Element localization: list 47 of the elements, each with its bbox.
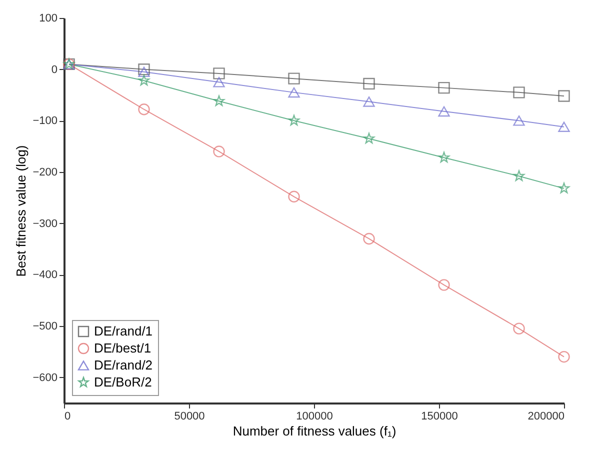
point xyxy=(138,63,150,76)
point xyxy=(213,77,225,88)
point xyxy=(513,86,525,98)
y-tick-label: −100 xyxy=(32,115,58,128)
legend-label: DE/best/1 xyxy=(94,340,152,356)
point xyxy=(213,68,225,80)
x-tick-label: 50000 xyxy=(174,410,205,422)
point xyxy=(513,170,525,181)
point xyxy=(138,104,150,116)
point xyxy=(558,350,570,363)
point xyxy=(558,122,570,132)
legend-label: DE/rand/1 xyxy=(94,324,153,338)
y-axis-title: Best fitness value (log) xyxy=(14,145,29,277)
legend-label: DE/BoR/2 xyxy=(94,374,152,390)
x-tick-label: 0 xyxy=(64,410,71,422)
legend-label: DE/rand/2 xyxy=(94,358,153,372)
point xyxy=(213,95,225,106)
point xyxy=(438,152,450,162)
y-tick-label: −500 xyxy=(32,320,58,332)
point xyxy=(138,66,150,78)
point xyxy=(438,82,450,94)
point xyxy=(363,232,375,245)
point xyxy=(513,322,525,334)
point xyxy=(288,114,300,126)
point xyxy=(288,190,300,202)
point xyxy=(213,146,225,158)
x-axis-title: Number of fitness values (f₁) xyxy=(232,424,396,438)
point xyxy=(438,106,450,117)
point xyxy=(288,87,300,98)
point xyxy=(558,90,570,102)
point xyxy=(363,132,375,144)
y-tick-label: −300 xyxy=(32,218,58,230)
point xyxy=(363,78,375,90)
point xyxy=(558,182,570,194)
x-tick-label: 200000 xyxy=(528,410,564,422)
point xyxy=(363,96,375,107)
x-tick-label: 150000 xyxy=(421,410,458,422)
y-tick-label: −200 xyxy=(32,166,58,178)
point xyxy=(438,279,450,291)
y-tick-label: 0 xyxy=(51,64,58,76)
point xyxy=(513,116,525,126)
x-tick-label: 100000 xyxy=(296,410,333,422)
y-tick-label: −400 xyxy=(32,269,58,282)
point xyxy=(288,72,300,84)
y-tick-label: 100 xyxy=(39,12,58,24)
point xyxy=(138,74,150,86)
y-tick-label: −600 xyxy=(32,372,58,384)
